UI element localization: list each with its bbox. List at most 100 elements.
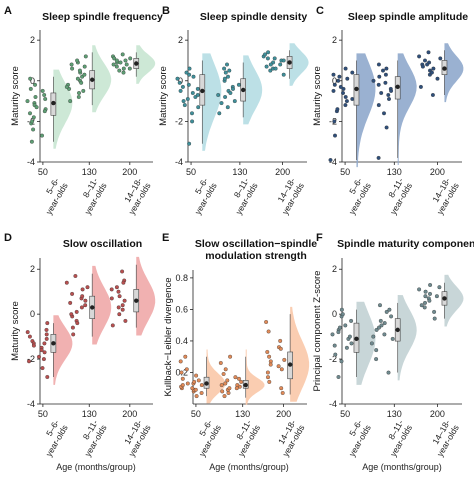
panel-letter: A [4,5,12,17]
data-point [376,82,381,87]
median-point [200,88,205,94]
violin-half [53,69,73,149]
data-point [369,341,374,346]
data-point [123,318,128,323]
panel-subtitle: modulation strength [205,250,307,262]
data-point [335,107,340,112]
data-point [124,62,129,67]
data-point [42,109,47,114]
group-label: 8–11-year-olds [74,418,109,458]
data-point [423,300,427,305]
data-point [195,86,200,91]
panel-letter: D [4,232,12,244]
data-point [114,58,119,63]
violin-half [397,53,417,166]
data-point [27,334,32,339]
data-point [343,323,348,328]
data-point [386,93,391,97]
group-label: 14–18-year-olds [271,176,306,216]
data-point [116,289,121,294]
violin-half [444,43,464,103]
data-point [64,84,69,89]
data-point [423,289,428,294]
panel-title: Slow oscillation−spindle [195,238,317,250]
data-point [120,52,125,57]
data-point [384,66,389,71]
data-point [187,141,192,146]
group-label: 8–11-year-olds [225,176,260,216]
y-tick-label: 0 [332,76,337,86]
median-point [395,327,400,333]
data-point [193,387,198,392]
data-point [64,280,69,285]
y-axis-label: Kullback−Leibler divergence [163,277,174,396]
x-tick-label: 200 [122,409,137,419]
median-point [240,87,246,93]
data-point [266,329,271,334]
data-point [337,325,342,330]
data-point [233,375,238,380]
data-point [423,294,428,299]
data-point [109,296,114,301]
data-point [434,294,439,299]
data-point [127,66,132,71]
data-point [40,366,45,371]
y-axis-label: Maturity score [312,66,323,126]
data-point [178,88,183,93]
data-point [377,325,381,330]
group-label: 5–6-year-olds [184,176,219,216]
group-label: 8–11-year-olds [227,418,262,458]
data-point [184,367,189,372]
data-point [223,381,228,386]
data-point [266,375,270,380]
group-label: 14–18-year-olds [118,418,153,458]
data-point [225,62,229,67]
panel-title: Sleep spindle amplitude [348,11,468,23]
data-point [199,391,204,395]
y-tick-label: 0.4 [175,336,188,346]
data-point [111,62,116,67]
data-point [182,103,187,108]
data-point [222,66,227,71]
data-point [120,303,125,308]
data-point [267,354,272,359]
data-point [85,285,90,290]
data-point [175,76,180,81]
data-point [263,52,267,57]
data-point [236,82,241,87]
violin-half [245,349,265,405]
data-point [423,58,427,63]
data-point [31,343,36,348]
data-point [278,338,283,343]
data-point [75,58,80,63]
data-point [384,125,389,130]
data-point [265,370,270,375]
data-point [422,305,427,310]
y-tick-label: 0 [30,76,35,86]
data-point [82,72,87,77]
data-point [83,54,88,59]
y-tick-label: 0.8 [175,273,188,283]
data-point [68,99,73,104]
data-point [222,76,227,81]
data-point [264,64,269,69]
data-point [191,74,196,79]
data-point [28,76,33,81]
data-point [180,383,185,388]
data-point [71,332,76,337]
data-point [122,298,127,303]
panel-f: F Spindle maturity component -4 -2 0 2 50 130 20… [312,232,474,472]
data-point [190,111,194,116]
panel-title: Slow oscillation [63,238,142,250]
data-point [384,309,389,314]
data-point [187,66,192,71]
data-point [114,285,119,290]
data-point [196,378,201,383]
y-axis-label: Maturity score [10,66,21,126]
data-point [118,60,123,65]
data-point [29,139,34,144]
median-point [354,86,359,92]
y-tick-label: -2 [27,354,35,364]
data-point [45,375,50,379]
